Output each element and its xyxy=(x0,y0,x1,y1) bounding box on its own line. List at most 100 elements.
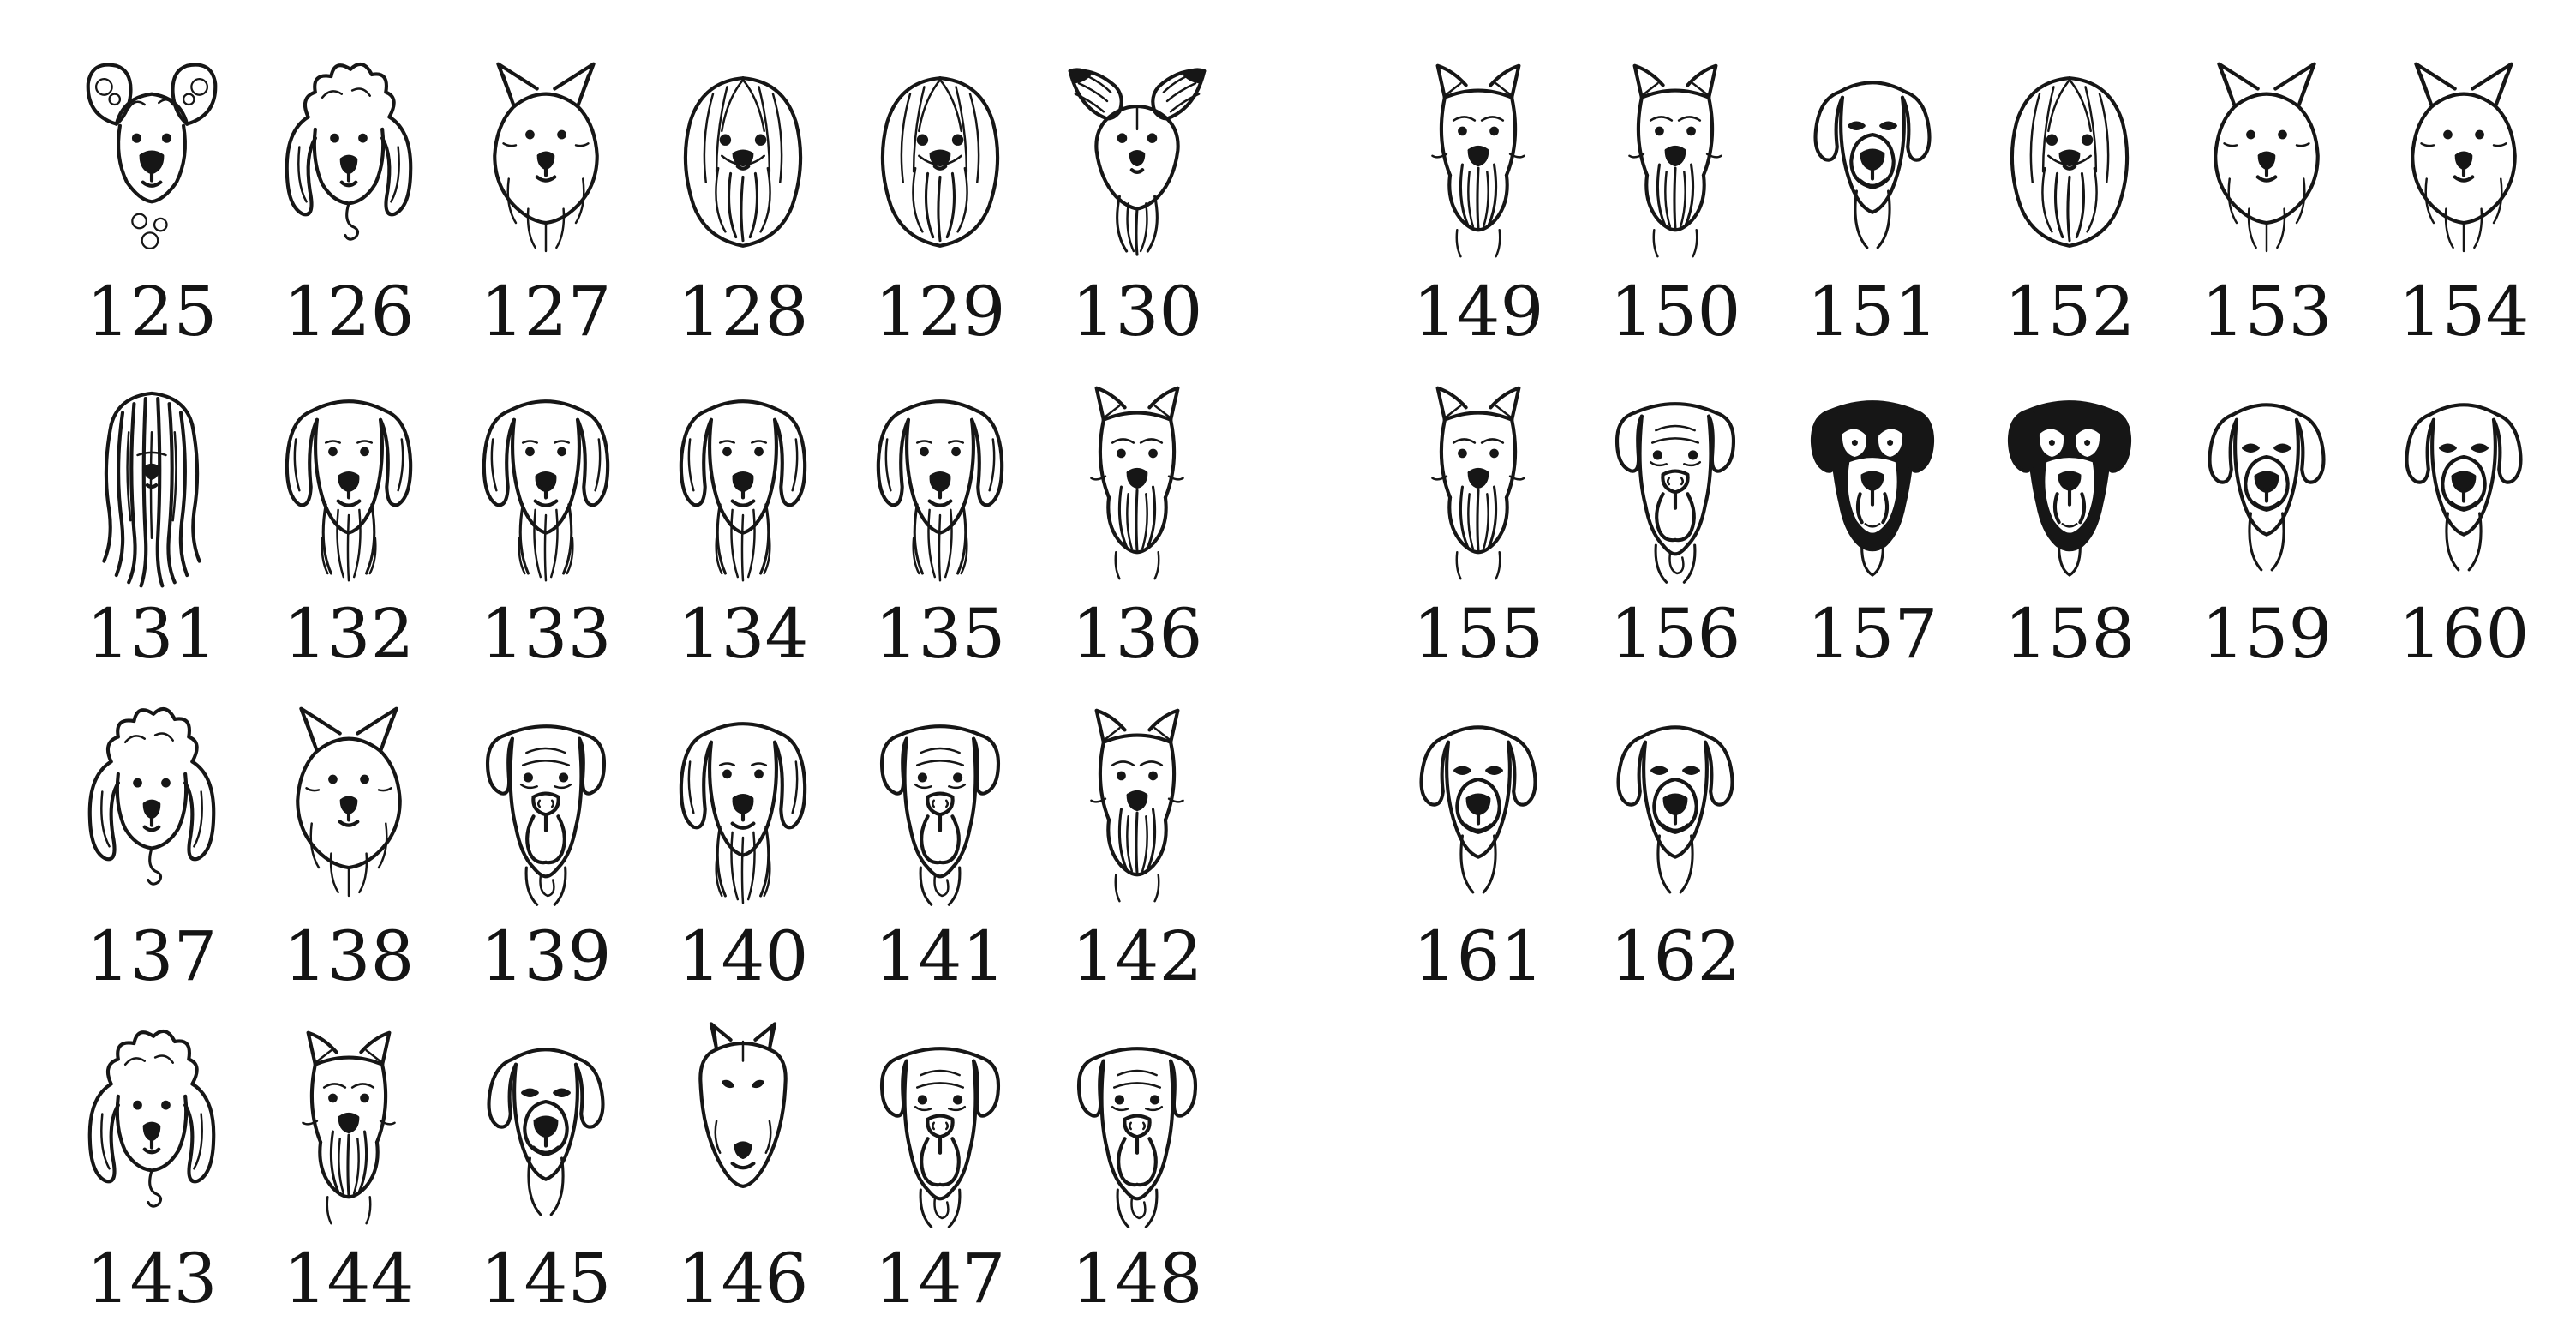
dog-item: 129 xyxy=(842,29,1039,351)
design-number: 139 xyxy=(480,916,612,996)
rottweiler-dark-line-art-icon xyxy=(1784,370,1961,600)
dog-item: 138 xyxy=(250,674,447,996)
dog-item: 160 xyxy=(2365,351,2562,674)
dog-item: 150 xyxy=(1577,29,1774,351)
dog-item: 131 xyxy=(53,351,250,674)
poodle-line-art-icon xyxy=(261,48,437,278)
catalog-group-right: 149 150 151 152 153 154 155 156 157 158 159 160 161 1… xyxy=(1380,29,2562,996)
dog-item: 141 xyxy=(842,674,1039,996)
dog-item: 144 xyxy=(250,996,447,1318)
design-number: 136 xyxy=(1071,594,1203,674)
mastiff-line-art-icon xyxy=(852,693,1028,922)
dog-item: 157 xyxy=(1774,351,1971,674)
great-dane-line-art-icon xyxy=(2178,370,2355,600)
design-number: 130 xyxy=(1071,272,1203,351)
dog-item: 146 xyxy=(644,996,842,1318)
catalog-group-left: 125 126 127 128 129 130 131 132 133 134 135 136 137 1… xyxy=(53,29,1236,1318)
dog-item: 134 xyxy=(644,351,842,674)
dog-item: 149 xyxy=(1380,29,1577,351)
dog-item: 127 xyxy=(447,29,644,351)
dog-item: 159 xyxy=(2168,351,2365,674)
mastiff-line-art-icon xyxy=(852,1015,1028,1245)
dog-item: 153 xyxy=(2168,29,2365,351)
rottweiler-line-art-icon xyxy=(1784,48,1961,278)
labrador-line-art-icon xyxy=(1390,693,1567,922)
dog-item: 137 xyxy=(53,674,250,996)
sheltie-line-art-icon xyxy=(458,48,634,278)
westie-line-art-icon xyxy=(2178,48,2355,278)
dog-item: 128 xyxy=(644,29,842,351)
dog-item: 161 xyxy=(1380,674,1577,996)
maltese-line-art-icon xyxy=(1981,48,2158,278)
leonberger-line-art-icon xyxy=(458,693,634,922)
dog-item: 133 xyxy=(447,351,644,674)
design-number: 147 xyxy=(874,1239,1006,1318)
papillon-line-art-icon xyxy=(1049,48,1225,278)
design-number: 135 xyxy=(874,594,1006,674)
design-number: 148 xyxy=(1071,1239,1203,1318)
schnauzer-line-art-icon xyxy=(1049,693,1225,922)
design-number: 155 xyxy=(1412,594,1544,674)
leonberger-line-art-icon xyxy=(655,370,831,600)
dog-item: 147 xyxy=(842,996,1039,1318)
yorkshire-terrier-line-art-icon xyxy=(1390,48,1567,278)
design-number: 126 xyxy=(283,272,415,351)
design-number: 145 xyxy=(480,1239,612,1318)
dog-item: 136 xyxy=(1039,351,1236,674)
design-number: 137 xyxy=(86,916,218,996)
design-number: 144 xyxy=(283,1239,415,1318)
design-number: 125 xyxy=(86,272,218,351)
dog-item: 126 xyxy=(250,29,447,351)
design-number: 150 xyxy=(1609,272,1741,351)
puli-line-art-icon xyxy=(63,370,240,600)
design-number: 146 xyxy=(677,1239,809,1318)
dog-item: 148 xyxy=(1039,996,1236,1318)
design-number: 129 xyxy=(874,272,1006,351)
dog-item: 156 xyxy=(1577,351,1774,674)
design-number: 153 xyxy=(2201,272,2333,351)
vizsla-line-art-icon xyxy=(1587,693,1764,922)
dog-item: 135 xyxy=(842,351,1039,674)
dog-item: 154 xyxy=(2365,29,2562,351)
dog-item: 125 xyxy=(53,29,250,351)
design-number: 131 xyxy=(86,594,218,674)
wirehaired-griffon-line-art-icon xyxy=(1390,370,1567,600)
dog-item: 145 xyxy=(447,996,644,1318)
setter-line-art-icon xyxy=(261,370,437,600)
design-number: 158 xyxy=(2004,594,2136,674)
design-number: 162 xyxy=(1609,916,1741,996)
design-number: 160 xyxy=(2398,594,2530,674)
dog-item: 155 xyxy=(1380,351,1577,674)
pekingese-line-art-icon xyxy=(655,48,831,278)
schnauzer-line-art-icon xyxy=(261,1015,437,1245)
dog-item: 152 xyxy=(1971,29,2168,351)
design-number: 142 xyxy=(1071,916,1203,996)
saint-bernard-line-art-icon xyxy=(1587,370,1764,600)
pekingese-line-art-icon xyxy=(852,48,1028,278)
golden-retriever-line-art-icon xyxy=(655,693,831,922)
great-dane-line-art-icon xyxy=(2375,370,2552,600)
design-number: 132 xyxy=(283,594,415,674)
rough-collie-line-art-icon xyxy=(261,693,437,922)
design-number: 127 xyxy=(480,272,612,351)
bull-terrier-line-art-icon xyxy=(655,1015,831,1245)
dog-item: 143 xyxy=(53,996,250,1318)
design-number: 159 xyxy=(2201,594,2333,674)
design-number: 143 xyxy=(86,1239,218,1318)
design-number: 128 xyxy=(677,272,809,351)
rottweiler-dark-line-art-icon xyxy=(1981,370,2158,600)
design-number: 138 xyxy=(283,916,415,996)
wire-fox-terrier-line-art-icon xyxy=(1587,48,1764,278)
design-number: 133 xyxy=(480,594,612,674)
dog-item: 130 xyxy=(1039,29,1236,351)
jack-russell-line-art-icon xyxy=(458,1015,634,1245)
design-number: 134 xyxy=(677,594,809,674)
design-number: 149 xyxy=(1412,272,1544,351)
dog-item: 162 xyxy=(1577,674,1774,996)
design-number: 151 xyxy=(1806,272,1938,351)
poodle-line-art-icon xyxy=(63,1015,240,1245)
dog-item: 142 xyxy=(1039,674,1236,996)
design-number: 156 xyxy=(1609,594,1741,674)
sheepdog-line-art-icon xyxy=(458,370,634,600)
